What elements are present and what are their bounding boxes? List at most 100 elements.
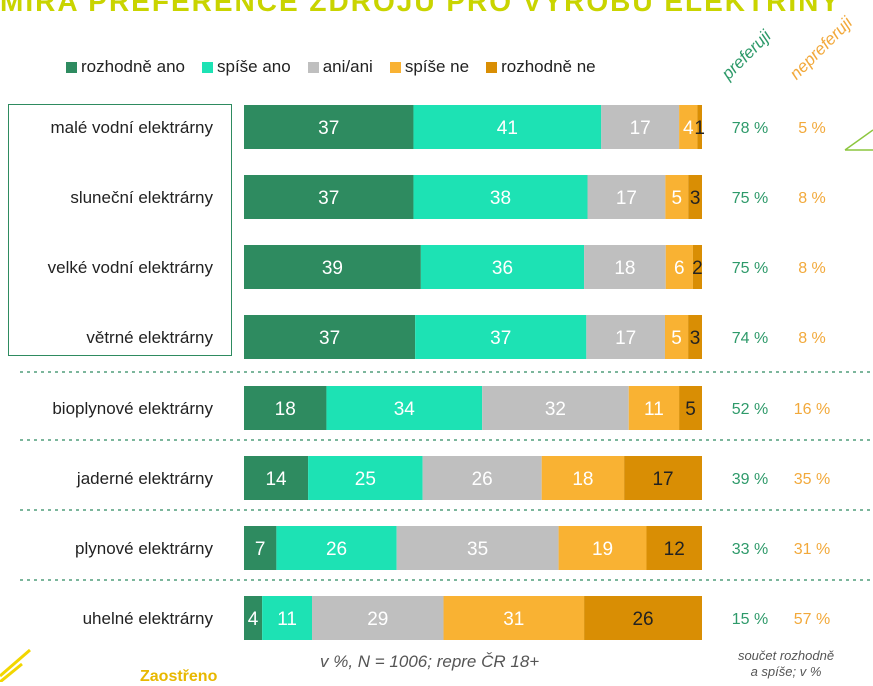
- bar-segment: [688, 175, 702, 219]
- category-label: uhelné elektrárny: [83, 609, 214, 628]
- legend-label: spíše ne: [404, 57, 470, 76]
- bar-segment: [665, 175, 689, 219]
- bar-value-label: 18: [572, 469, 593, 490]
- bar-value-label: 26: [472, 469, 493, 490]
- bar-segment: [601, 105, 680, 149]
- bar-segment: [244, 596, 263, 640]
- preferred-value: 39 %: [732, 471, 768, 488]
- bar-value-label: 1: [694, 118, 705, 139]
- bar-segment: [586, 315, 665, 359]
- bar-segment: [415, 315, 587, 359]
- bar-value-label: 17: [652, 469, 673, 490]
- category-label: malé vodní elektrárny: [50, 118, 213, 137]
- sum-note-line1: součet rozhodně: [737, 648, 835, 663]
- bar-value-label: 5: [685, 399, 696, 420]
- sum-note-line2: a spíše; v %: [750, 664, 822, 679]
- category-label: bioplynové elektrárny: [52, 399, 213, 418]
- legend-swatch: [486, 61, 498, 73]
- bar-segment: [312, 596, 444, 640]
- bar-value-label: 19: [592, 539, 613, 560]
- bar-value-label: 34: [394, 399, 416, 420]
- decorative-logo-stripe: [0, 648, 31, 682]
- not-preferred-value: 31 %: [794, 541, 830, 558]
- bar-segment: [646, 526, 702, 570]
- bar-segment: [276, 526, 397, 570]
- legend-label: spíše ano: [216, 57, 291, 76]
- bar-value-label: 2: [692, 258, 703, 279]
- bar-segment: [558, 526, 647, 570]
- bar-segment: [244, 386, 327, 430]
- legend-label: rozhodně ne: [501, 57, 596, 76]
- bar-segment: [244, 526, 277, 570]
- bar-value-label: 4: [248, 609, 259, 630]
- category-label: plynové elektrárny: [75, 539, 213, 558]
- legend-item: rozhodně ano: [66, 57, 185, 77]
- bar-value-label: 25: [355, 469, 376, 490]
- bar-value-label: 35: [467, 539, 488, 560]
- legend-label: ani/ani: [322, 57, 373, 76]
- not-preferred-value: 8 %: [798, 330, 826, 347]
- bar-value-label: 12: [664, 539, 685, 560]
- bar-segment: [628, 386, 680, 430]
- preferred-value: 74 %: [732, 330, 768, 347]
- not-preferred-value: 5 %: [798, 120, 826, 137]
- bar-segment: [413, 175, 588, 219]
- bar-value-label: 41: [497, 118, 518, 139]
- bar-segment: [422, 456, 542, 500]
- preferred-value: 78 %: [732, 120, 768, 137]
- bar-segment: [584, 596, 702, 640]
- not-preferred-value: 8 %: [798, 190, 826, 207]
- legend-label: rozhodně ano: [81, 57, 185, 76]
- bar-segment: [584, 245, 666, 289]
- logo: Zaostřeno: [140, 668, 218, 685]
- bar-value-label: 5: [672, 188, 683, 209]
- bar-value-label: 18: [614, 258, 635, 279]
- not-preferred-value: 8 %: [798, 260, 826, 277]
- bar-value-label: 37: [319, 328, 340, 349]
- legend-item: spíše ano: [201, 57, 291, 77]
- chart-title: MÍRA PREFERENCE ZDROJŮ PRO VÝROBU ELEKTŘ…: [0, 0, 873, 12]
- legend-swatch: [389, 61, 401, 73]
- bar-value-label: 29: [367, 609, 388, 630]
- bar-value-label: 37: [490, 328, 511, 349]
- bar-segment: [244, 315, 416, 359]
- bar-segment: [688, 315, 702, 359]
- legend-item: ani/ani: [307, 57, 373, 77]
- bar-value-label: 7: [255, 539, 266, 560]
- preferred-value: 75 %: [732, 260, 768, 277]
- bar-value-label: 32: [545, 399, 566, 420]
- bar-segment: [244, 245, 421, 289]
- bar-value-label: 17: [615, 328, 636, 349]
- bar-segment: [664, 315, 689, 359]
- bar-segment: [587, 175, 666, 219]
- bar-value-label: 31: [503, 609, 524, 630]
- legend: rozhodně ano spíše ano ani/ani spíše ne rozh…: [66, 56, 613, 78]
- preferred-value: 52 %: [732, 401, 768, 418]
- decorative-line: [844, 129, 873, 151]
- bar-segment: [679, 386, 702, 430]
- category-label: jaderné elektrárny: [76, 469, 214, 488]
- bar-value-label: 26: [326, 539, 347, 560]
- bar-value-label: 36: [492, 258, 513, 279]
- bar-segment: [697, 105, 702, 149]
- category-label: větrné elektrárny: [86, 328, 213, 347]
- bar-value-label: 6: [674, 258, 685, 279]
- bar-segment: [420, 245, 585, 289]
- bar-segment: [244, 175, 414, 219]
- bar-segment: [624, 456, 702, 500]
- category-label: velké vodní elektrárny: [48, 258, 214, 277]
- bar-segment: [308, 456, 423, 500]
- bar-value-label: 3: [690, 328, 701, 349]
- bar-value-label: 11: [644, 399, 664, 420]
- legend-swatch: [307, 61, 319, 73]
- bar-value-label: 4: [683, 118, 694, 139]
- bar-value-label: 11: [277, 609, 297, 630]
- bar-value-label: 3: [690, 188, 701, 209]
- preferred-value: 15 %: [732, 611, 768, 628]
- bar-value-label: 17: [616, 188, 637, 209]
- preferred-value: 75 %: [732, 190, 768, 207]
- bar-segment: [326, 386, 483, 430]
- legend-swatch: [201, 61, 213, 73]
- bar-segment: [262, 596, 313, 640]
